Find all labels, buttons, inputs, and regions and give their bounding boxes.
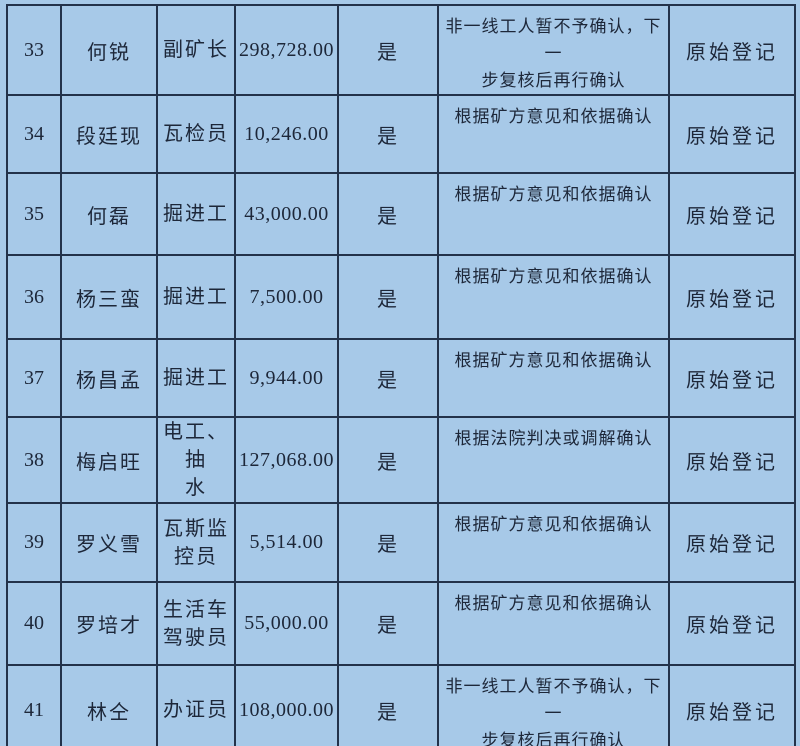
cell-amount: 10,246.00 (234, 94, 339, 174)
cell-registration: 原始登记 (668, 172, 796, 256)
cell-position: 瓦斯监 控员 (156, 502, 236, 583)
cell-registration: 原始登记 (668, 4, 796, 96)
cell-amount: 9,944.00 (234, 338, 339, 418)
cell-position: 办证员 (156, 664, 236, 746)
cell-registration: 原始登记 (668, 664, 796, 746)
cell-index: 39 (6, 502, 62, 583)
cell-remark: 非一线工人暂不予确认，下一 步复核后再行确认 (437, 4, 670, 96)
cell-remark: 根据法院判决或调解确认 (437, 416, 670, 504)
cell-confirmed: 是 (337, 416, 439, 504)
cell-index: 40 (6, 581, 62, 666)
cell-position: 瓦检员 (156, 94, 236, 174)
table-row: 36 杨三蛮 掘进工 7,500.00 是 根据矿方意见和依据确认 原始登记 (6, 254, 796, 340)
cell-registration: 原始登记 (668, 416, 796, 504)
cell-registration: 原始登记 (668, 254, 796, 340)
cell-confirmed: 是 (337, 94, 439, 174)
cell-registration: 原始登记 (668, 94, 796, 174)
cell-position: 副矿长 (156, 4, 236, 96)
table-row: 41 林仝 办证员 108,000.00 是 非一线工人暂不予确认，下一 步复核… (6, 664, 796, 746)
table-row: 33 何锐 副矿长 298,728.00 是 非一线工人暂不予确认，下一 步复核… (6, 4, 796, 96)
table-row: 35 何磊 掘进工 43,000.00 是 根据矿方意见和依据确认 原始登记 (6, 172, 796, 256)
cell-registration: 原始登记 (668, 502, 796, 583)
cell-position: 生活车 驾驶员 (156, 581, 236, 666)
cell-index: 35 (6, 172, 62, 256)
cell-name: 杨三蛮 (60, 254, 158, 340)
table-row: 40 罗培才 生活车 驾驶员 55,000.00 是 根据矿方意见和依据确认 原… (6, 581, 796, 666)
cell-remark: 非一线工人暂不予确认，下一 步复核后再行确认 (437, 664, 670, 746)
table-row: 39 罗义雪 瓦斯监 控员 5,514.00 是 根据矿方意见和依据确认 原始登… (6, 502, 796, 583)
cell-confirmed: 是 (337, 338, 439, 418)
cell-name: 罗义雪 (60, 502, 158, 583)
cell-position: 掘进工 (156, 254, 236, 340)
cell-confirmed: 是 (337, 254, 439, 340)
cell-index: 34 (6, 94, 62, 174)
cell-remark: 根据矿方意见和依据确认 (437, 254, 670, 340)
cell-name: 林仝 (60, 664, 158, 746)
cell-name: 杨昌孟 (60, 338, 158, 418)
cell-remark: 根据矿方意见和依据确认 (437, 502, 670, 583)
cell-amount: 127,068.00 (234, 416, 339, 504)
cell-amount: 43,000.00 (234, 172, 339, 256)
cell-position: 掘进工 (156, 338, 236, 418)
cell-name: 段廷现 (60, 94, 158, 174)
cell-confirmed: 是 (337, 172, 439, 256)
cell-remark: 根据矿方意见和依据确认 (437, 581, 670, 666)
cell-name: 何磊 (60, 172, 158, 256)
table-row: 34 段廷现 瓦检员 10,246.00 是 根据矿方意见和依据确认 原始登记 (6, 94, 796, 174)
table-row: 38 梅启旺 电工、抽 水 127,068.00 是 根据法院判决或调解确认 原… (6, 416, 796, 504)
cell-registration: 原始登记 (668, 338, 796, 418)
cell-confirmed: 是 (337, 664, 439, 746)
cell-amount: 298,728.00 (234, 4, 339, 96)
cell-amount: 108,000.00 (234, 664, 339, 746)
confirmation-table: 33 何锐 副矿长 298,728.00 是 非一线工人暂不予确认，下一 步复核… (6, 4, 796, 746)
cell-confirmed: 是 (337, 581, 439, 666)
cell-index: 38 (6, 416, 62, 504)
cell-name: 梅启旺 (60, 416, 158, 504)
cell-index: 36 (6, 254, 62, 340)
cell-confirmed: 是 (337, 502, 439, 583)
cell-amount: 55,000.00 (234, 581, 339, 666)
cell-remark: 根据矿方意见和依据确认 (437, 94, 670, 174)
cell-position: 电工、抽 水 (156, 416, 236, 504)
cell-remark: 根据矿方意见和依据确认 (437, 338, 670, 418)
cell-index: 33 (6, 4, 62, 96)
cell-confirmed: 是 (337, 4, 439, 96)
cell-position: 掘进工 (156, 172, 236, 256)
cell-name: 何锐 (60, 4, 158, 96)
cell-amount: 5,514.00 (234, 502, 339, 583)
cell-amount: 7,500.00 (234, 254, 339, 340)
table-row: 37 杨昌孟 掘进工 9,944.00 是 根据矿方意见和依据确认 原始登记 (6, 338, 796, 418)
cell-index: 37 (6, 338, 62, 418)
cell-name: 罗培才 (60, 581, 158, 666)
cell-registration: 原始登记 (668, 581, 796, 666)
cell-remark: 根据矿方意见和依据确认 (437, 172, 670, 256)
cell-index: 41 (6, 664, 62, 746)
